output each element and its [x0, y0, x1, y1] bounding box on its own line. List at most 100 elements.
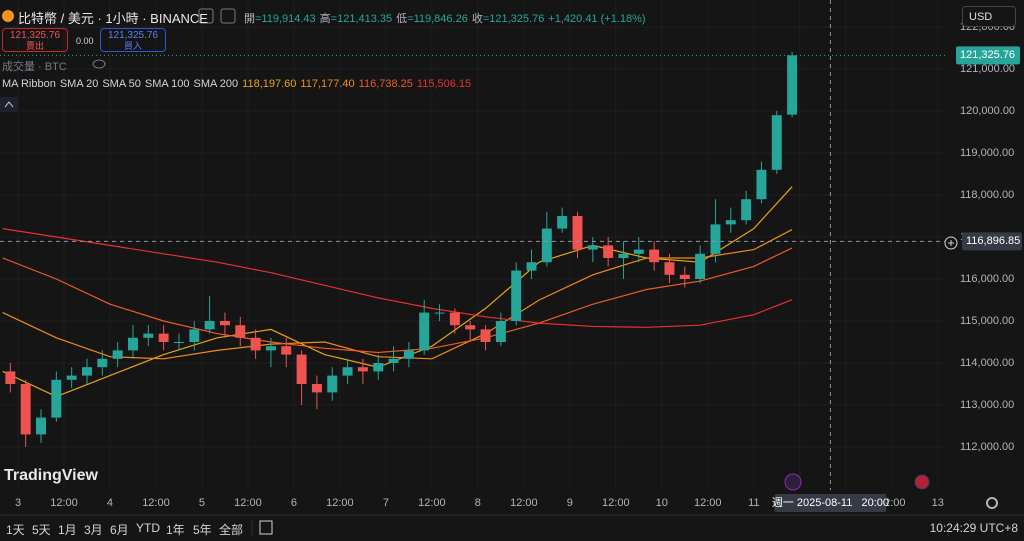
series-name: SMA 100 [144, 78, 190, 90]
candle-body [342, 367, 353, 376]
x-tick-label: 12:00 [142, 497, 170, 509]
candle-body [603, 245, 614, 258]
x-tick-label: 7 [383, 497, 389, 509]
candle-body [618, 253, 629, 258]
x-tick-label: 10 [656, 497, 668, 509]
series-value: 118,197.60 [242, 78, 297, 90]
x-tick-label: 12:00 [694, 497, 722, 509]
series-name: SMA 20 [59, 78, 99, 90]
ohlc-value: =119,846.26 [407, 13, 468, 25]
candle-body [756, 169, 767, 200]
candle-body [281, 346, 292, 355]
candle-body [5, 371, 16, 384]
candle-body [664, 262, 675, 275]
ohlc-value: =121,413.35 [330, 13, 393, 25]
candle-body [465, 325, 476, 330]
candle-body [434, 312, 445, 314]
y-tick-label: 120,000.00 [960, 105, 1015, 117]
y-tick-label: 112,000.00 [960, 441, 1014, 453]
candle-body [587, 245, 598, 250]
ohlc-label: 高 [319, 13, 331, 25]
candle-body [557, 215, 568, 229]
range-button[interactable]: 全部 [219, 523, 244, 537]
range-button[interactable]: 1天 [6, 523, 25, 537]
flag-icon[interactable] [914, 474, 930, 490]
x-tick-label: 12:00 [418, 497, 446, 509]
x-tick-label: 6 [291, 497, 297, 509]
indicator-legend: MA Ribbon SMA 20 SMA 50 SMA 100 SMA 200 118,1… [2, 78, 475, 90]
range-button[interactable]: 3月 [84, 523, 103, 537]
x-tick-label: 8 [475, 497, 481, 509]
series-value: 115,506.15 [416, 78, 472, 90]
candle-body [311, 383, 322, 393]
candle-body [97, 358, 108, 368]
crosshair-x-tag [774, 494, 887, 512]
buy-label: 買入 [123, 41, 142, 51]
candle-body [235, 325, 246, 338]
candle-body [250, 337, 261, 351]
candle-body [51, 379, 62, 418]
x-tick-label: 12:00 [510, 497, 538, 509]
candle-body [265, 346, 276, 351]
ma-line [2, 228, 793, 328]
plus-icon [948, 240, 954, 246]
x-tick-label: 5 [199, 497, 205, 509]
candle-body [572, 215, 583, 250]
collapse-button[interactable] [0, 97, 18, 112]
x-tick-label: 4 [107, 497, 113, 509]
candle-body [82, 367, 92, 376]
buy-price: 121,325.76 [107, 30, 159, 41]
series-value: 116,738.25 [358, 78, 413, 90]
candle-body [219, 320, 230, 326]
sell-label: 賣出 [25, 41, 44, 51]
logo: TradingView [4, 467, 98, 484]
series-value: 117,177.40 [300, 78, 355, 90]
y-tick-label: 114,000.00 [960, 357, 1014, 369]
candle-body [695, 253, 706, 279]
x-tick-label: 12:00 [50, 497, 78, 509]
currency-select[interactable]: USD [962, 6, 1016, 27]
indicator-title: MA Ribbon [2, 78, 56, 90]
sell-button[interactable]: 121,325.76 賣出 [2, 28, 68, 52]
range-button[interactable]: 5年 [193, 523, 212, 537]
range-button[interactable]: 1月 [58, 523, 77, 537]
ohlc-value: =121,325.76 [482, 13, 545, 25]
candle-body [419, 312, 430, 351]
compare-icon[interactable] [259, 520, 273, 535]
crosshair-x-label: 週一 2025-08-11 20:00 [772, 496, 889, 509]
x-tick-label: 13 [932, 497, 944, 509]
candle-body [66, 375, 77, 380]
symbol-title: 比特幣 / 美元 · 1小時 · BINANCE [18, 11, 208, 26]
candle-body [189, 329, 200, 342]
event-icon[interactable] [784, 473, 802, 491]
candle-body [649, 249, 660, 263]
series-name: SMA 200 [193, 78, 239, 90]
candle-body [36, 417, 46, 435]
icon-button[interactable] [220, 8, 236, 24]
ohlc-value: =119,914.43 [255, 13, 316, 25]
candle-body [725, 220, 736, 225]
add-button[interactable] [944, 236, 958, 250]
buy-button[interactable]: 121,325.76 買入 [100, 28, 166, 52]
candle-body [158, 333, 169, 342]
spread: 0.00 [76, 36, 94, 46]
clock[interactable]: 10:24:29 UTC+8 [929, 521, 1018, 535]
candle-body [633, 249, 644, 254]
crosshair-y-label: 116,896.85 [966, 235, 1020, 247]
icon-button[interactable] [198, 8, 214, 24]
range-button[interactable]: 1年 [166, 523, 185, 537]
range-button[interactable]: YTD [136, 521, 160, 535]
range-button[interactable]: 5天 [32, 523, 51, 537]
ma-line [2, 229, 793, 360]
candle-body [495, 320, 506, 342]
ohlc-label: 開 [244, 13, 255, 25]
y-tick-label: 119,000.00 [960, 147, 1014, 159]
ohlc-legend: 開=119,914.43 高=121,413.35 低=119,846.26 收=12… [244, 10, 650, 26]
range-button[interactable]: 6月 [110, 523, 129, 537]
settings-icon[interactable] [986, 497, 998, 509]
eye-icon[interactable] [92, 59, 106, 69]
candle-body [511, 270, 522, 321]
candle-body [127, 337, 138, 351]
collapse-arrow [4, 101, 14, 108]
